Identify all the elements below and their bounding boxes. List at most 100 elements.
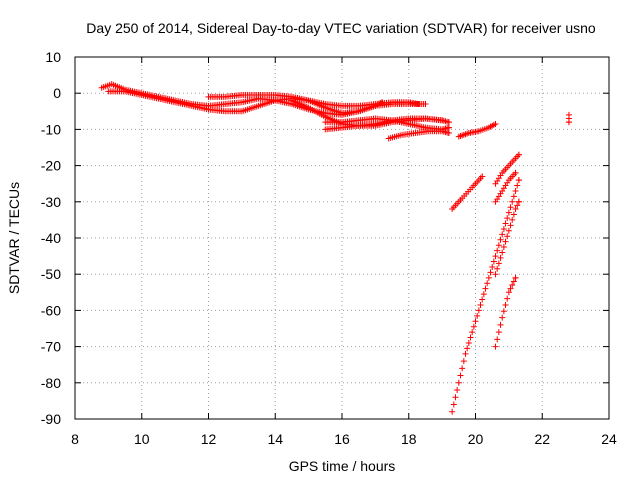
y-tick-label: 10	[45, 49, 61, 65]
y-tick-label: -50	[41, 266, 61, 282]
data-point	[439, 117, 446, 124]
data-point	[422, 101, 429, 108]
axis-ticks: 8 10 12 14 16 18 20 22 24 10 0 -10 -20 -30 -40 -50 -60 -7…	[41, 49, 617, 447]
data-point	[454, 387, 461, 394]
data-point	[512, 169, 519, 176]
data-point	[445, 124, 452, 131]
data-point	[499, 231, 506, 238]
data-point	[460, 358, 467, 365]
data-point	[490, 258, 497, 265]
data-point	[512, 274, 519, 281]
data-point	[510, 278, 517, 285]
data-point	[497, 321, 504, 328]
x-tick-label: 18	[401, 431, 417, 447]
data-point	[480, 291, 487, 298]
data-point	[507, 204, 514, 211]
data-point	[495, 260, 502, 267]
data-point	[450, 401, 457, 408]
data-point	[514, 182, 521, 189]
y-tick-label: -30	[41, 194, 61, 210]
data-point	[504, 295, 511, 302]
data-point	[479, 296, 486, 303]
data-point	[482, 285, 489, 292]
data-point	[445, 130, 452, 137]
data-point	[472, 318, 479, 325]
data-point	[505, 209, 512, 216]
data-point	[495, 329, 502, 336]
data-point	[500, 225, 507, 232]
data-point	[494, 247, 501, 254]
data-point	[500, 244, 507, 251]
data-point	[497, 254, 504, 261]
data-point	[452, 394, 459, 401]
data-point	[445, 119, 452, 126]
data-point	[464, 345, 471, 352]
y-axis-label: SDTVAR / TECUs	[6, 182, 22, 294]
data-point	[505, 227, 512, 234]
y-tick-label: -70	[41, 339, 61, 355]
data-point	[514, 202, 521, 209]
x-tick-label: 12	[201, 431, 217, 447]
data-point	[467, 334, 474, 341]
data-point	[500, 308, 507, 315]
data-point	[512, 187, 519, 194]
data-point	[459, 365, 466, 372]
y-tick-label: -40	[41, 230, 61, 246]
data-point	[415, 101, 422, 108]
data-point	[502, 238, 509, 245]
data-point	[515, 177, 522, 184]
chart-title: Day 250 of 2014, Sidereal Day-to-day VTE…	[86, 20, 596, 36]
data-point	[492, 271, 499, 278]
data-point	[499, 249, 506, 256]
y-tick-label: -60	[41, 302, 61, 318]
data-point	[504, 215, 511, 222]
data-point	[489, 263, 496, 270]
data-point	[512, 206, 519, 213]
x-tick-label: 22	[534, 431, 550, 447]
data-point	[495, 242, 502, 249]
data-point	[492, 253, 499, 260]
data-point	[494, 265, 501, 272]
data-point	[475, 307, 482, 314]
data-point	[509, 216, 516, 223]
data-point	[487, 269, 494, 276]
data-point	[505, 289, 512, 296]
y-tick-label: -10	[41, 121, 61, 137]
data-point	[565, 119, 572, 126]
data-point	[462, 350, 469, 357]
data-point	[484, 280, 491, 287]
data-point	[469, 329, 476, 336]
data-point	[515, 151, 522, 158]
data-point	[474, 312, 481, 319]
data-point	[494, 336, 501, 343]
y-tick-label: 0	[53, 85, 61, 101]
data-point	[492, 120, 499, 127]
y-tick-label: -80	[41, 375, 61, 391]
data-point	[479, 173, 486, 180]
data-points	[98, 81, 572, 415]
data-point	[499, 314, 506, 321]
data-point	[492, 343, 499, 350]
y-tick-label: -20	[41, 158, 61, 174]
data-point	[509, 282, 516, 289]
x-tick-label: 14	[267, 431, 283, 447]
data-point	[449, 408, 456, 415]
x-tick-label: 16	[334, 431, 350, 447]
y-tick-label: -90	[41, 411, 61, 427]
data-point	[507, 222, 514, 229]
x-tick-label: 20	[468, 431, 484, 447]
data-point	[502, 301, 509, 308]
data-point	[509, 198, 516, 205]
data-point	[379, 99, 386, 106]
data-point	[457, 372, 464, 379]
data-point	[507, 285, 514, 292]
data-point	[465, 339, 472, 346]
x-tick-label: 24	[601, 431, 617, 447]
data-point	[455, 379, 462, 386]
x-axis-label: GPS time / hours	[289, 458, 396, 474]
data-point	[515, 198, 522, 205]
data-point	[504, 233, 511, 240]
data-point	[477, 301, 484, 308]
data-point	[470, 323, 477, 330]
